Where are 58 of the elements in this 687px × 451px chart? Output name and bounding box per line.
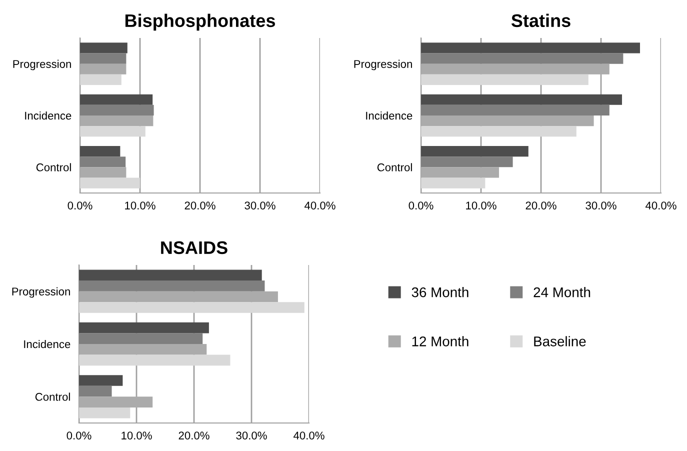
bar bbox=[421, 156, 513, 168]
bar bbox=[80, 156, 126, 168]
legend-label: Baseline bbox=[534, 336, 586, 346]
x-tick-label: 40.0% bbox=[294, 432, 324, 440]
bar bbox=[79, 386, 112, 397]
bar bbox=[80, 53, 126, 64]
x-tick-label: 0.0% bbox=[66, 432, 92, 440]
x-tick-label: 40.0% bbox=[304, 202, 336, 210]
bar bbox=[421, 53, 624, 64]
chart-title: NSAIDS bbox=[161, 241, 228, 254]
bar bbox=[80, 178, 140, 188]
bar bbox=[421, 126, 576, 137]
bar bbox=[79, 270, 262, 281]
bar bbox=[421, 146, 528, 157]
y-tick-label: Progression bbox=[12, 287, 70, 298]
bar bbox=[80, 146, 120, 157]
bar bbox=[79, 354, 230, 366]
y-tick-label: Control bbox=[36, 163, 71, 172]
x-tick-label: 20.0% bbox=[526, 202, 556, 210]
x-tick-label: 10.0% bbox=[466, 202, 496, 210]
bar bbox=[80, 104, 154, 116]
legend-label: 12 Month bbox=[412, 336, 468, 346]
bar bbox=[79, 322, 209, 334]
bar bbox=[79, 333, 203, 344]
x-tick-label: 30.0% bbox=[586, 202, 616, 210]
bar bbox=[421, 104, 610, 116]
x-tick-label: 10.0% bbox=[122, 432, 152, 440]
x-tick-label: 30.0% bbox=[244, 202, 276, 210]
bar bbox=[421, 74, 588, 86]
y-tick-label: Progression bbox=[13, 60, 71, 70]
y-tick-label: Incidence bbox=[24, 340, 70, 348]
x-tick-label: 0.0% bbox=[68, 202, 92, 210]
bar bbox=[80, 74, 122, 86]
x-tick-label: 20.0% bbox=[178, 432, 210, 440]
bar bbox=[421, 94, 622, 105]
bar bbox=[421, 42, 640, 54]
legend-label: 24 Month bbox=[534, 286, 590, 298]
x-tick-label: 10.0% bbox=[125, 202, 156, 210]
x-tick-label: 40.0% bbox=[646, 202, 676, 210]
chart-title: Bisphosphonates bbox=[125, 14, 276, 31]
y-tick-label: Control bbox=[35, 392, 70, 401]
x-tick-label: 30.0% bbox=[236, 432, 267, 440]
legend-label: 36 Month bbox=[412, 286, 468, 298]
bar bbox=[79, 407, 130, 418]
x-tick-label: 0.0% bbox=[408, 202, 434, 210]
y-tick-label: Progression bbox=[354, 60, 412, 70]
bar bbox=[421, 178, 486, 188]
bar bbox=[80, 42, 128, 54]
bar bbox=[79, 280, 265, 292]
bar bbox=[79, 375, 123, 386]
y-tick-label: Incidence bbox=[25, 111, 72, 120]
y-tick-label: Incidence bbox=[366, 111, 412, 120]
chart-title: Statins bbox=[511, 14, 570, 28]
bar bbox=[80, 94, 153, 105]
x-tick-label: 20.0% bbox=[184, 202, 216, 210]
bar bbox=[79, 302, 304, 313]
y-tick-label: Control bbox=[377, 163, 412, 172]
bar bbox=[80, 126, 146, 137]
